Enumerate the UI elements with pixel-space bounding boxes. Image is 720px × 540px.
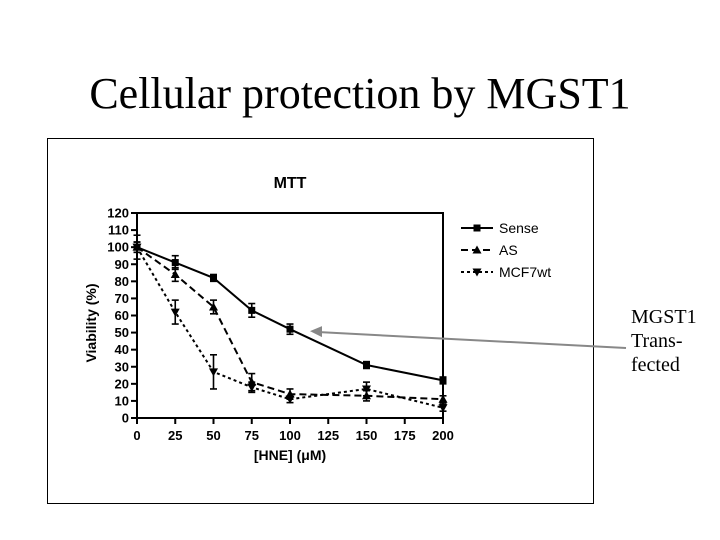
- x-tick-label: 0: [133, 428, 140, 443]
- legend-marker: [472, 268, 482, 277]
- y-axis-label: Viability (%): [83, 283, 99, 362]
- data-point-sense: [210, 274, 217, 282]
- x-tick-label: 200: [432, 428, 454, 443]
- series-line-as: [136, 246, 444, 401]
- y-tick-label: 50: [115, 325, 129, 340]
- legend-label: MCF7wt: [499, 264, 551, 280]
- annotation-text: MGST1 Trans- fected: [631, 305, 719, 377]
- y-tick-label: 120: [107, 206, 129, 221]
- series-line-sense: [136, 246, 444, 382]
- annotation-line-2: Trans-: [631, 330, 683, 352]
- data-point-mcf7wt: [247, 383, 257, 392]
- y-tick-label: 0: [122, 411, 129, 426]
- chart-title: MTT: [274, 175, 307, 192]
- annotation-arrow-head: [310, 326, 322, 338]
- y-tick-label: 100: [107, 240, 129, 255]
- data-point-mcf7wt: [132, 243, 142, 252]
- data-point-sense: [248, 306, 256, 314]
- x-tick-label: 125: [317, 428, 339, 443]
- y-tick-label: 110: [108, 223, 129, 238]
- data-point-mcf7wt: [362, 385, 371, 394]
- y-tick-label: 80: [115, 274, 129, 289]
- legend-label: AS: [499, 242, 518, 258]
- annotation-line-1: MGST1: [631, 306, 697, 328]
- data-point-as: [209, 302, 218, 311]
- data-point-mcf7wt: [209, 368, 218, 377]
- y-tick-label: 10: [115, 393, 129, 408]
- y-tick-label: 90: [115, 257, 129, 272]
- x-tick-label: 175: [394, 428, 416, 443]
- data-point-mcf7wt: [285, 395, 295, 404]
- y-tick-label: 60: [115, 308, 129, 323]
- data-point-mcf7wt: [170, 308, 180, 317]
- data-point-as: [438, 394, 448, 403]
- x-tick-label: 75: [245, 428, 259, 443]
- x-tick-label: 150: [356, 428, 378, 443]
- y-tick-label: 70: [115, 291, 129, 306]
- legend-label: Sense: [499, 220, 539, 236]
- x-axis-label: [HNE] (μM): [254, 447, 326, 463]
- slide-title: Cellular protection by MGST1: [89, 69, 631, 118]
- plot-frame: [136, 212, 444, 419]
- legend-marker: [472, 245, 482, 254]
- data-point-sense: [171, 259, 179, 267]
- y-tick-label: 40: [115, 342, 129, 357]
- y-tick-label: 30: [115, 359, 129, 374]
- data-point-sense: [439, 376, 447, 384]
- x-tick-label: 100: [279, 428, 301, 443]
- x-tick-label: 50: [206, 428, 220, 443]
- y-tick-label: 20: [115, 376, 129, 391]
- data-point-sense: [286, 325, 294, 333]
- data-point-mcf7wt: [438, 404, 448, 413]
- annotation-line-3: fected: [631, 354, 680, 376]
- chart-frame: [47, 138, 594, 504]
- x-tick-label: 25: [168, 428, 182, 443]
- legend-marker: [473, 224, 481, 232]
- annotation-arrow-line: [319, 331, 627, 349]
- data-point-sense: [363, 361, 370, 369]
- data-point-as: [170, 270, 180, 278]
